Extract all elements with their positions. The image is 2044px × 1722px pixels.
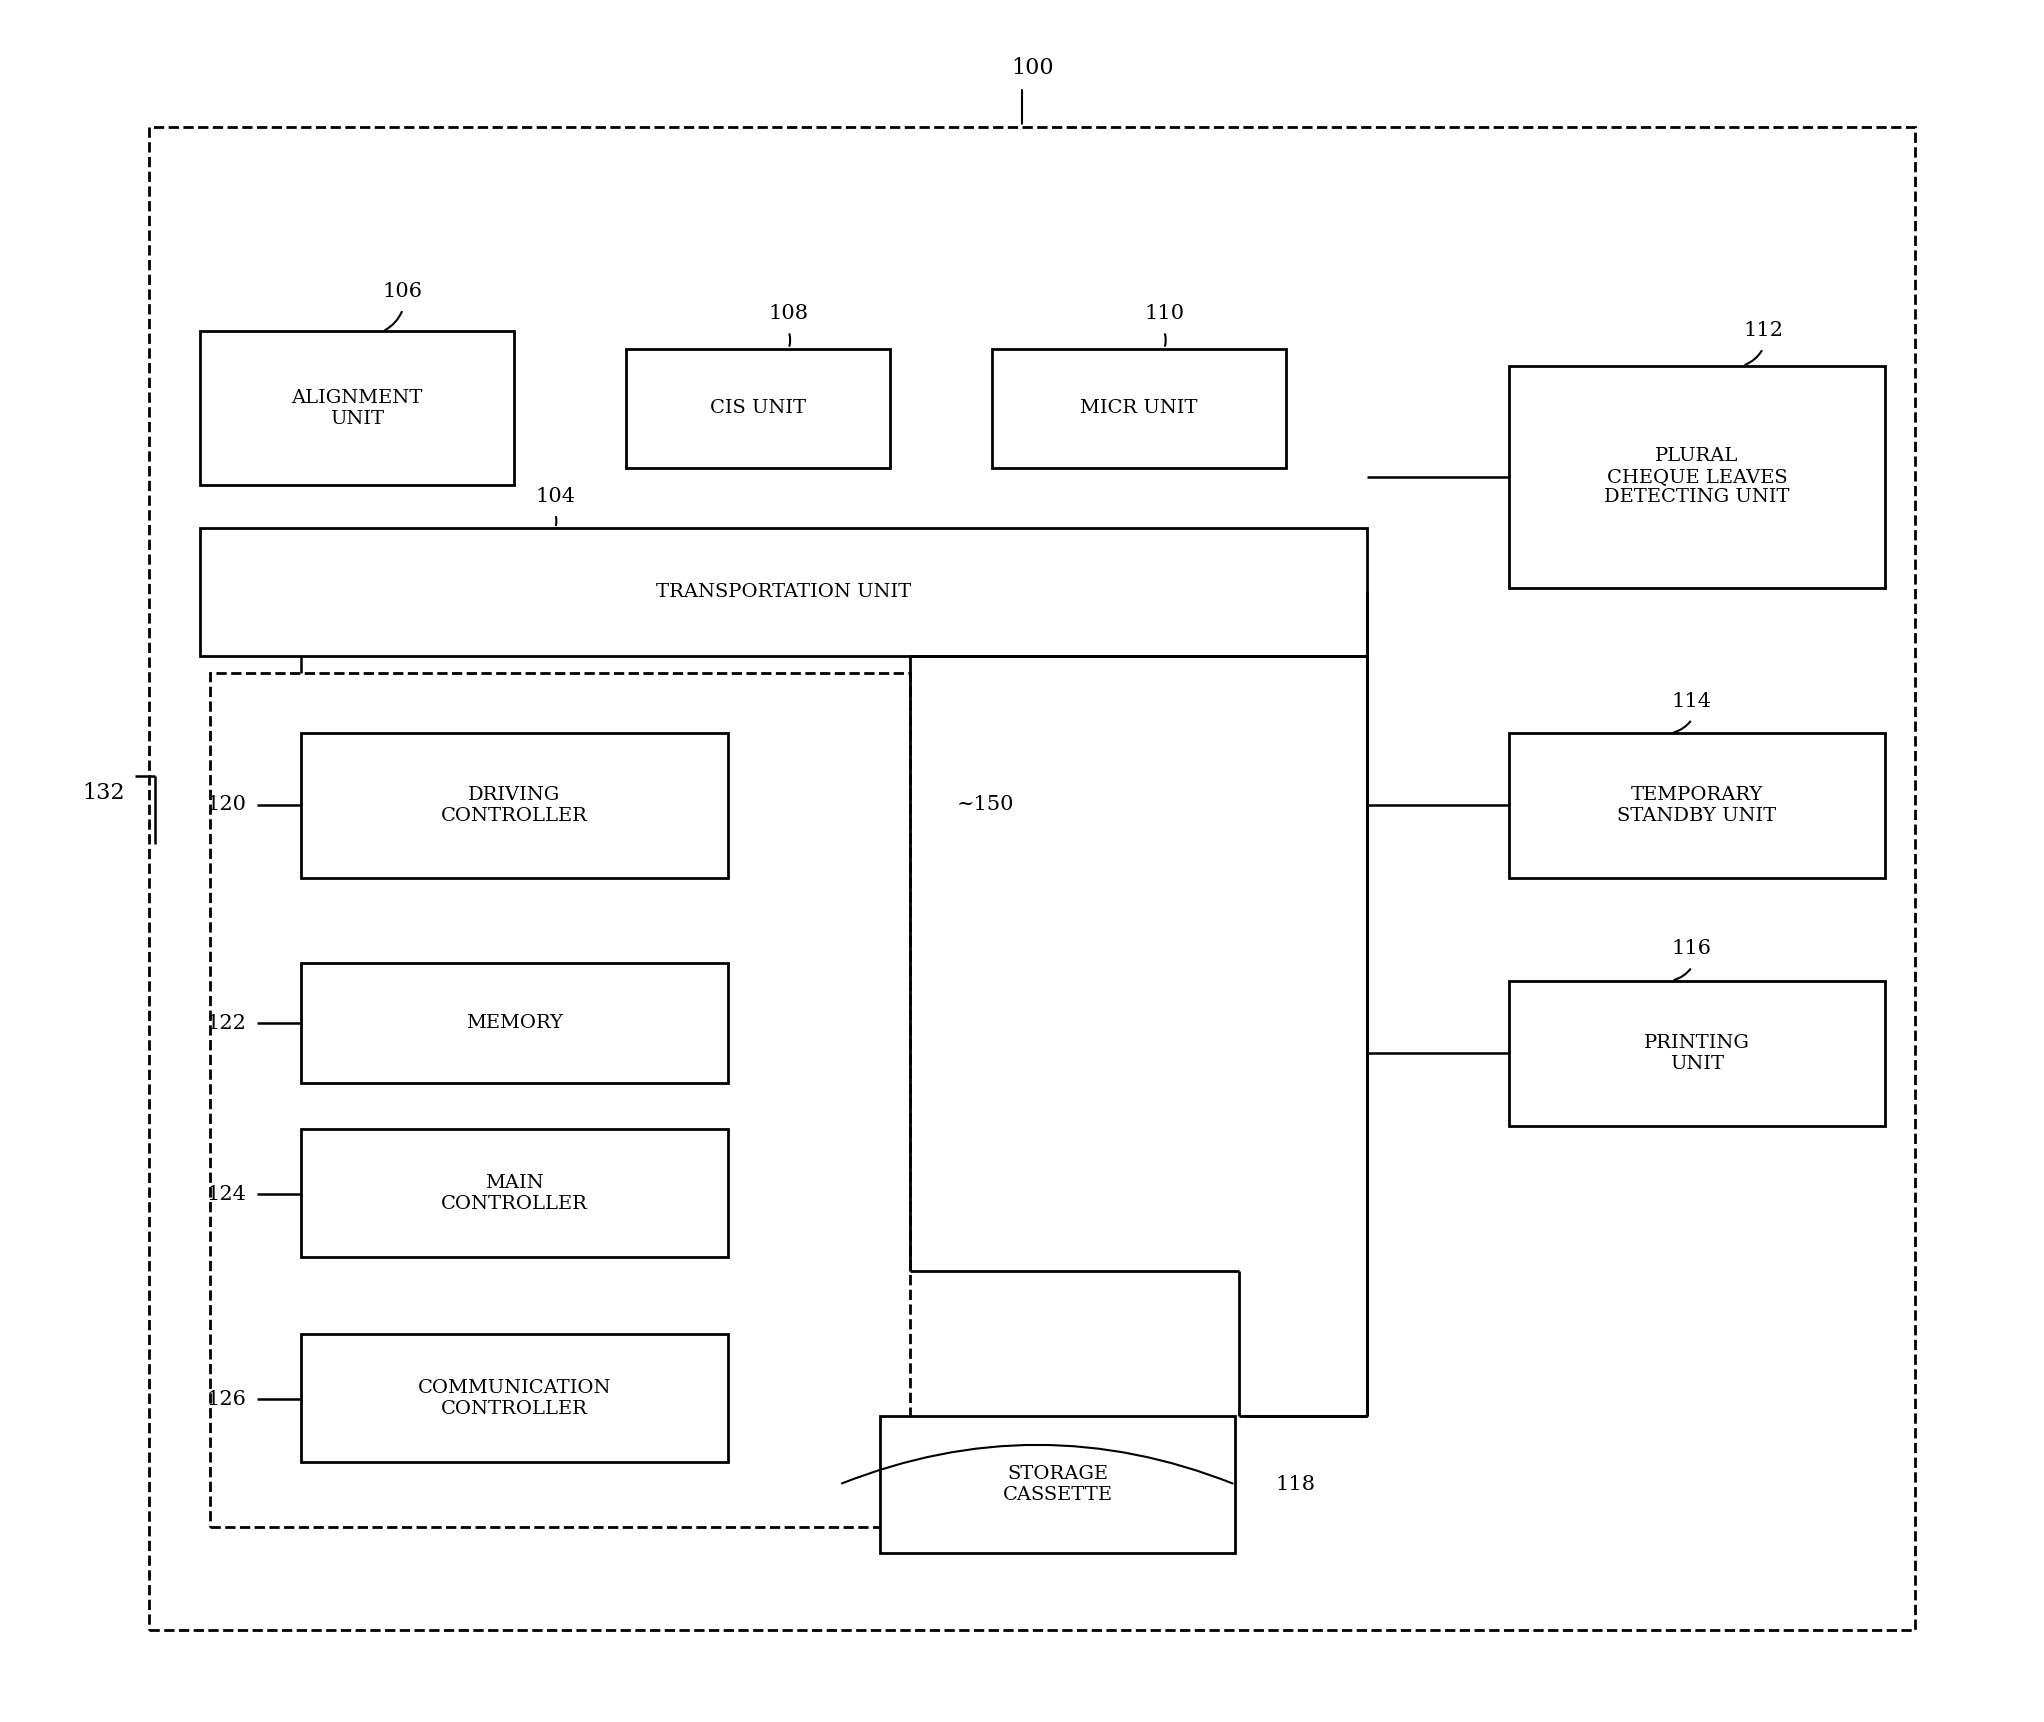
- Text: TEMPORARY
STANDBY UNIT: TEMPORARY STANDBY UNIT: [1617, 785, 1776, 825]
- Text: ALIGNMENT
UNIT: ALIGNMENT UNIT: [292, 389, 423, 427]
- FancyBboxPatch shape: [149, 126, 1915, 1629]
- Text: 100: 100: [1012, 57, 1053, 79]
- Text: TRANSPORTATION UNIT: TRANSPORTATION UNIT: [656, 584, 912, 601]
- FancyBboxPatch shape: [200, 529, 1367, 656]
- Text: MAIN
CONTROLLER: MAIN CONTROLLER: [442, 1174, 589, 1212]
- Text: MEMORY: MEMORY: [466, 1014, 562, 1031]
- FancyBboxPatch shape: [625, 348, 889, 468]
- Text: 126: 126: [206, 1390, 247, 1409]
- Text: 112: 112: [1744, 320, 1782, 339]
- Text: 122: 122: [206, 1014, 247, 1033]
- Text: 106: 106: [382, 282, 423, 301]
- Text: COMMUNICATION
CONTROLLER: COMMUNICATION CONTROLLER: [417, 1379, 611, 1417]
- FancyBboxPatch shape: [300, 734, 728, 878]
- Text: 108: 108: [769, 305, 809, 324]
- Text: MICR UNIT: MICR UNIT: [1079, 400, 1198, 417]
- Text: PLURAL
CHEQUE LEAVES
DETECTING UNIT: PLURAL CHEQUE LEAVES DETECTING UNIT: [1605, 448, 1791, 506]
- Text: PRINTING
UNIT: PRINTING UNIT: [1643, 1033, 1750, 1073]
- FancyBboxPatch shape: [300, 1130, 728, 1257]
- Text: CIS UNIT: CIS UNIT: [709, 400, 805, 417]
- FancyBboxPatch shape: [1508, 365, 1885, 587]
- Text: 114: 114: [1672, 692, 1713, 711]
- Text: 124: 124: [206, 1185, 247, 1204]
- FancyBboxPatch shape: [300, 964, 728, 1083]
- FancyBboxPatch shape: [300, 1335, 728, 1462]
- FancyBboxPatch shape: [1508, 980, 1885, 1126]
- Text: 120: 120: [206, 796, 247, 815]
- FancyBboxPatch shape: [211, 673, 910, 1527]
- Text: 132: 132: [82, 782, 125, 804]
- FancyBboxPatch shape: [200, 332, 515, 486]
- Text: STORAGE
CASSETTE: STORAGE CASSETTE: [1002, 1465, 1112, 1503]
- FancyBboxPatch shape: [1508, 734, 1885, 878]
- FancyBboxPatch shape: [991, 348, 1286, 468]
- Text: ~150: ~150: [957, 796, 1014, 815]
- Text: DRIVING
CONTROLLER: DRIVING CONTROLLER: [442, 785, 589, 825]
- Text: 110: 110: [1145, 305, 1183, 324]
- Text: 104: 104: [536, 487, 574, 506]
- Text: 118: 118: [1275, 1476, 1316, 1495]
- FancyBboxPatch shape: [879, 1415, 1235, 1553]
- Text: 116: 116: [1672, 940, 1713, 959]
